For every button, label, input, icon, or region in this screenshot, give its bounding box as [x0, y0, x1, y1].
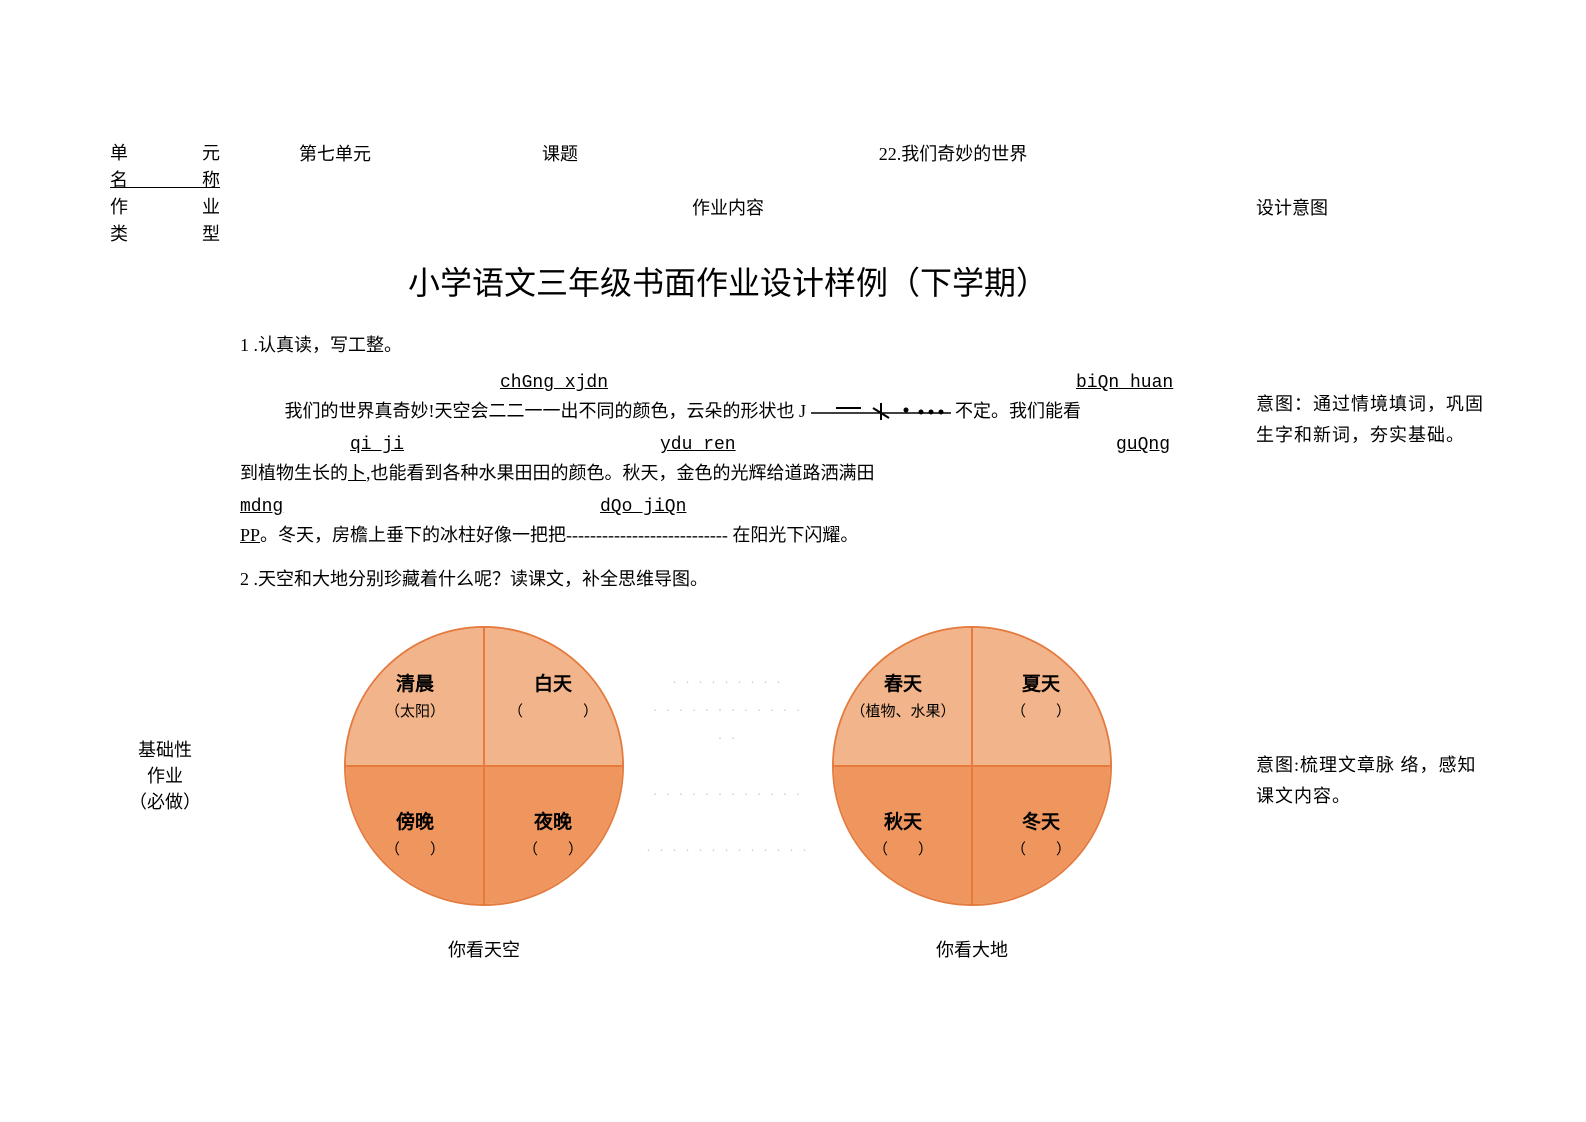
pie2-br: 冬天 （ ）: [972, 766, 1110, 904]
body-row: 基础性 作业 （必做） 1 .认真读，写工整。 chGng xjdn biQn …: [110, 329, 1486, 962]
pie1-br-sub: （ ）: [523, 838, 583, 862]
text-row-1: 我们的世界真奇妙!天空会二二一一出不同的颜色，云朵的形状也 J 不定。我们能看: [240, 393, 1216, 429]
pie-sky: 清晨 （太阳） 白天 （ ） 傍晚 （ ） 夜晚 （ ）: [344, 626, 624, 962]
pinyin-7: dQo jiQn: [600, 497, 800, 517]
pie2-tr-sub: （ ）: [1011, 700, 1071, 724]
hw-content-label: 作业内容: [692, 194, 764, 220]
pie1-tr: 白天 （ ）: [484, 628, 622, 766]
q1-prompt: 1 .认真读，写工整。: [240, 329, 1216, 361]
text3dash: ---------------------------: [566, 525, 732, 545]
title-row: 小学语文三年级书面作业设计样例（下学期）: [110, 248, 1486, 329]
pie2-br-sub: （ ）: [1011, 838, 1071, 862]
text3b: 。冬天，房檐上垂下的冰柱好像一把把: [260, 525, 566, 545]
pinyin-2: biQn huan: [1076, 373, 1216, 393]
name-label: 名 称: [110, 170, 220, 190]
pie2-br-label: 冬天: [1022, 808, 1060, 838]
pinyin-row-1: chGng xjdn biQn huan: [240, 373, 1216, 393]
pie1-tr-sub: （ ）: [508, 700, 598, 724]
pie2-caption: 你看大地: [832, 936, 1112, 962]
pie-row: . . . . . . . . . . . . . . . . . . . . …: [240, 626, 1216, 962]
text2u: 卜: [348, 463, 366, 483]
topic-value: 22.我们奇妙的世界: [670, 140, 1236, 166]
text2b: ,也能看到各种水果田田的颜色。秋天，金色的光辉给道路洒满田: [366, 463, 875, 483]
pinyin-1: chGng xjdn: [500, 373, 840, 393]
pie2-tl: 春天 （植物、水果）: [834, 628, 972, 766]
intent-header: 设计意图: [1256, 194, 1486, 220]
pinyin-3: qi ji: [350, 435, 600, 455]
pie1-tl-label: 清晨: [396, 670, 434, 700]
text-row-2: 到植物生长的卜,也能看到各种水果田田的颜色。秋天，金色的光辉给道路洒满田: [240, 455, 1216, 491]
text3a: PP: [240, 525, 260, 545]
pie2-tr: 夏天 （ ）: [972, 628, 1110, 766]
unit-label: 单 元: [110, 140, 220, 167]
topic-label: 课题: [450, 140, 670, 166]
section-label-1: 基础性: [138, 736, 192, 762]
pinyin-4: ydu ren: [660, 435, 940, 455]
pie1-caption: 你看天空: [344, 936, 624, 962]
intent-2: 意图:梳理文章脉 络，感知课文内容。: [1256, 750, 1486, 811]
text2: 到植物生长的: [240, 463, 348, 483]
intent-1: 意图：通过情境填词，巩固生字和新词，夯实基础。: [1256, 389, 1486, 450]
pinyin-row-2: qi ji ydu ren guQng: [240, 435, 1216, 455]
pie1-br-label: 夜晚: [534, 808, 572, 838]
pie2-bl-label: 秋天: [884, 808, 922, 838]
section-label-2: 作业: [147, 762, 183, 788]
pie2-bl: 秋天 （ ）: [834, 766, 972, 904]
q2-prompt: 2 .天空和大地分别珍藏着什么呢？读课文，补全思维导图。: [240, 563, 1216, 595]
section-label-3: （必做）: [129, 788, 201, 814]
pie1-tl-sub: （太阳）: [385, 700, 445, 724]
pie2-tr-label: 夏天: [1022, 670, 1060, 700]
blank-glyph-icon: [811, 400, 951, 426]
header-row-1: 单 元 名 称 第七单元 课题 22.我们奇妙的世界: [110, 140, 1486, 194]
pie1-tl: 清晨 （太阳）: [346, 628, 484, 766]
text-row-3: PP。冬天，房檐上垂下的冰柱好像一把把---------------------…: [240, 517, 1216, 553]
page-title: 小学语文三年级书面作业设计样例（下学期）: [220, 258, 1236, 304]
hw-type-label-1: 作 业: [110, 194, 220, 221]
pie1-bl-sub: （ ）: [385, 838, 445, 862]
pie2-bl-sub: （ ）: [873, 838, 933, 862]
hw-type-label-2: 类型: [110, 221, 220, 248]
text1a: 我们的世界真奇妙!天空会二二一一出不同的颜色，云朵的形状也 J: [285, 401, 807, 421]
pie1-br: 夜晚 （ ）: [484, 766, 622, 904]
pinyin-row-3: mdng dQo jiQn: [240, 497, 1216, 517]
pie1-tr-label: 白天: [534, 670, 572, 700]
pie-earth: 春天 （植物、水果） 夏天 （ ） 秋天 （ ） 冬天 （ ）: [832, 626, 1112, 962]
pinyin-5: guQng: [1116, 435, 1216, 455]
unit-value: 第七单元: [220, 140, 450, 166]
header-row-2: 作 业 类型 作业内容 设计意图: [110, 194, 1486, 248]
pie2-tl-sub: （植物、水果）: [850, 700, 955, 724]
dots-decoration: . . . . . . . . . . . . . . . . . . . . …: [618, 666, 838, 862]
pie2-tl-label: 春天: [884, 670, 922, 700]
text1b: 不定。我们能看: [955, 401, 1081, 421]
pie1-bl: 傍晚 （ ）: [346, 766, 484, 904]
pie1-bl-label: 傍晚: [396, 808, 434, 838]
text3c: 在阳光下闪耀。: [732, 525, 858, 545]
pinyin-6: mdng: [240, 497, 540, 517]
